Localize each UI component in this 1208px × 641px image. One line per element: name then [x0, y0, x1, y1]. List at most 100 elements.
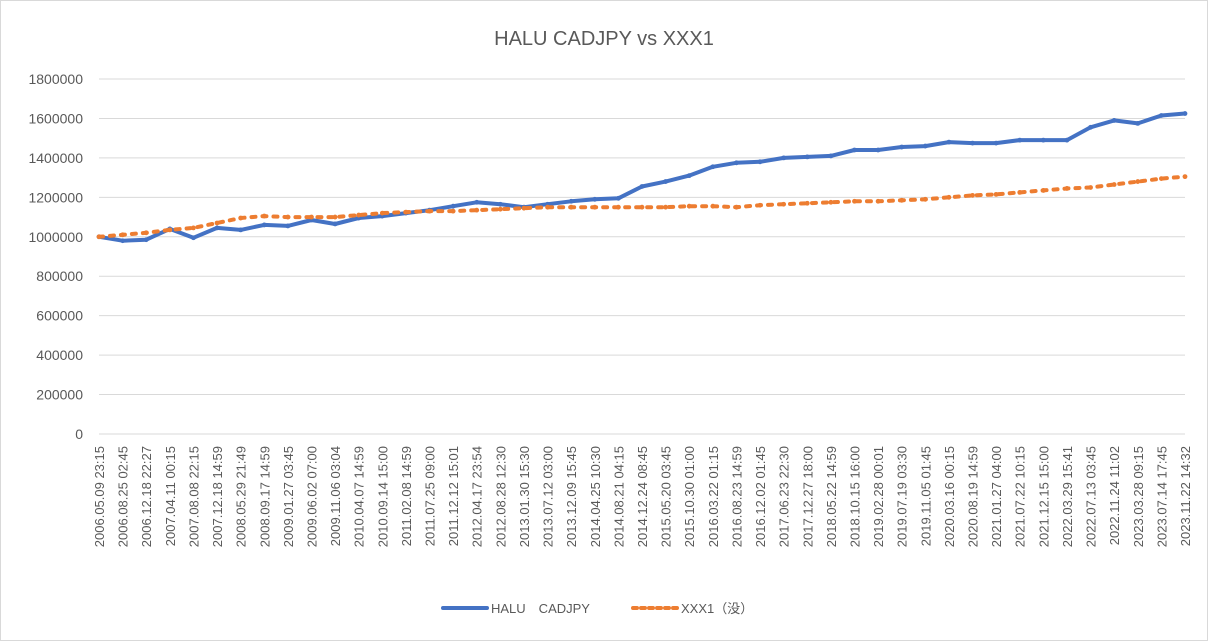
data-point	[403, 209, 409, 215]
data-point	[1064, 186, 1070, 191]
y-tick-label: 800000	[36, 268, 83, 284]
data-point	[828, 153, 834, 159]
data-point	[1017, 137, 1023, 143]
legend: HALU CADJPY XXX1（没）	[441, 601, 753, 616]
data-point	[804, 154, 810, 160]
data-point	[852, 147, 857, 153]
x-tick-label: 2011.02.08 14:59	[399, 446, 414, 546]
data-point	[734, 204, 739, 210]
grid-layer	[99, 78, 1185, 435]
data-point	[474, 207, 480, 213]
data-point	[450, 203, 456, 209]
x-tick-label: 2013.07.12 03:00	[541, 446, 556, 547]
data-point	[804, 200, 810, 206]
y-tick-label: 1800000	[28, 71, 83, 87]
data-point	[734, 160, 739, 166]
data-point	[1111, 182, 1117, 187]
data-point	[450, 208, 456, 214]
data-point	[1040, 188, 1046, 193]
data-point	[143, 230, 149, 236]
data-point	[946, 194, 952, 200]
data-point	[261, 222, 267, 228]
data-point	[497, 201, 503, 207]
data-point	[120, 232, 126, 238]
x-tick-label: 2023.11.22 14:32	[1178, 446, 1193, 546]
x-tick-label: 2021.01.27 04:00	[989, 446, 1004, 547]
x-tick-label: 2009.01.27 03:45	[281, 446, 296, 547]
data-point	[993, 140, 999, 146]
x-tick-label: 2019.11.05 01:45	[918, 446, 933, 546]
y-tick-label: 1600000	[28, 110, 83, 126]
x-tick-label: 2006.12.18 22:27	[139, 446, 154, 547]
data-point	[1088, 185, 1093, 190]
data-point	[922, 196, 928, 202]
data-point	[639, 204, 645, 210]
data-point	[1158, 113, 1164, 118]
data-point	[828, 199, 834, 205]
data-point	[875, 147, 881, 153]
data-point	[474, 199, 480, 205]
y-tick-label: 1000000	[28, 229, 83, 245]
data-point	[781, 201, 787, 207]
x-tick-label: 2022.11.24 11:02	[1107, 446, 1122, 545]
data-point	[332, 214, 338, 220]
data-point	[1182, 174, 1188, 180]
data-point	[1111, 118, 1117, 123]
legend-label: XXX1（没）	[681, 601, 753, 616]
data-point	[686, 173, 692, 179]
data-point	[238, 227, 244, 233]
x-tick-label: 2014.08.21 04:15	[611, 446, 626, 547]
x-tick-label: 2008.05.29 21:49	[234, 446, 249, 547]
data-point	[592, 204, 598, 210]
data-point	[521, 205, 527, 211]
data-point	[96, 234, 102, 240]
x-tick-label: 2012.04.17 23:54	[470, 446, 485, 547]
data-point	[781, 155, 787, 161]
y-tick-label: 400000	[36, 347, 83, 363]
data-point	[143, 237, 149, 243]
x-tick-label: 2022.07.13 03:45	[1084, 446, 1099, 547]
data-point	[214, 225, 220, 231]
data-point	[545, 204, 550, 210]
x-tick-label: 2016.03.22 01:15	[706, 446, 721, 547]
x-tick-label: 2010.04.07 14:59	[352, 446, 367, 547]
x-tick-label: 2015.05.20 03:45	[659, 446, 674, 547]
x-tick-label: 2020.08.19 14:59	[966, 446, 981, 547]
data-point	[615, 195, 621, 201]
x-tick-label: 2008.09.17 14:59	[257, 446, 272, 547]
data-point	[285, 223, 291, 229]
data-point	[238, 215, 244, 221]
x-tick-label: 2009.11.06 03:04	[328, 446, 343, 546]
x-tick-label: 2011.07.25 09:00	[423, 446, 438, 546]
data-point	[120, 238, 126, 244]
data-point	[191, 235, 196, 241]
data-point	[686, 203, 692, 209]
data-point	[946, 139, 952, 145]
x-tick-label: 2009.06.02 07:00	[304, 446, 319, 547]
x-tick-label: 2023.03.28 09:15	[1131, 446, 1146, 547]
x-tick-label: 2006.05.09 23:15	[92, 446, 107, 547]
x-tick-label: 2021.07.22 10:15	[1013, 446, 1028, 547]
data-point	[615, 204, 621, 210]
data-point	[356, 212, 362, 218]
data-point	[710, 203, 716, 209]
y-tick-label: 0	[75, 426, 83, 442]
data-point	[875, 198, 881, 204]
x-tick-label: 2014.12.24 08:45	[635, 446, 650, 547]
chart-title: HALU CADJPY vs XXX1	[494, 28, 714, 50]
data-point	[852, 198, 857, 204]
data-point	[497, 206, 503, 212]
data-point	[663, 204, 669, 210]
legend-label: HALU CADJPY	[491, 601, 590, 616]
x-tick-label: 2010.09.14 15:00	[375, 446, 390, 547]
series-line	[97, 111, 1187, 243]
series-2	[96, 174, 1188, 240]
x-axis-tick-labels: 2006.05.09 23:15 2006.08.25 02:45 2006.12.…	[92, 446, 1193, 547]
x-tick-label: 2011.12.12 15:01	[446, 446, 461, 546]
data-point	[214, 220, 220, 226]
y-axis-tick-labels: 0 200000 400000 600000 800000 1000000 1200000 1…	[28, 71, 83, 442]
x-tick-label: 2016.12.02 01:45	[753, 446, 768, 547]
data-point	[592, 196, 598, 202]
series-1	[96, 111, 1188, 244]
x-tick-label: 2013.12.09 15:45	[564, 446, 579, 547]
